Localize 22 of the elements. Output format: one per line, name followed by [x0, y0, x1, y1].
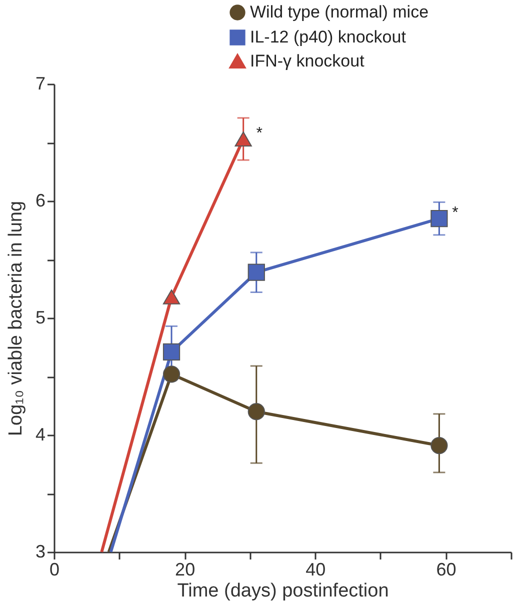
- x-tick-label: 0: [49, 560, 60, 580]
- annotation: *: [256, 124, 262, 142]
- legend-label: IFN-γ knockout: [250, 52, 365, 70]
- x-axis-title: Time (days) postinfection: [177, 580, 389, 602]
- point: [248, 264, 265, 281]
- y-tick-label: 6: [35, 190, 46, 210]
- x-tick-label: 20: [175, 560, 196, 580]
- legend-label: Wild type (normal) mice: [250, 2, 429, 22]
- y-tick-label: 5: [35, 308, 46, 328]
- point: [162, 343, 180, 360]
- y-tick-label: 7: [35, 74, 46, 94]
- x-tick-label: 60: [436, 560, 456, 580]
- point: [162, 366, 180, 383]
- y-tick-label: 4: [35, 424, 46, 444]
- x-tick-label: 40: [306, 560, 326, 580]
- legend-label: IL-12 (p40) knockout: [250, 28, 406, 46]
- point: [430, 436, 448, 454]
- y-axis-title: Log₁₀ viable bacteria in lung: [5, 200, 26, 436]
- annotation: *: [452, 204, 458, 222]
- y-tick-label: 3: [35, 542, 46, 562]
- point: [248, 403, 265, 420]
- point: [430, 210, 448, 228]
